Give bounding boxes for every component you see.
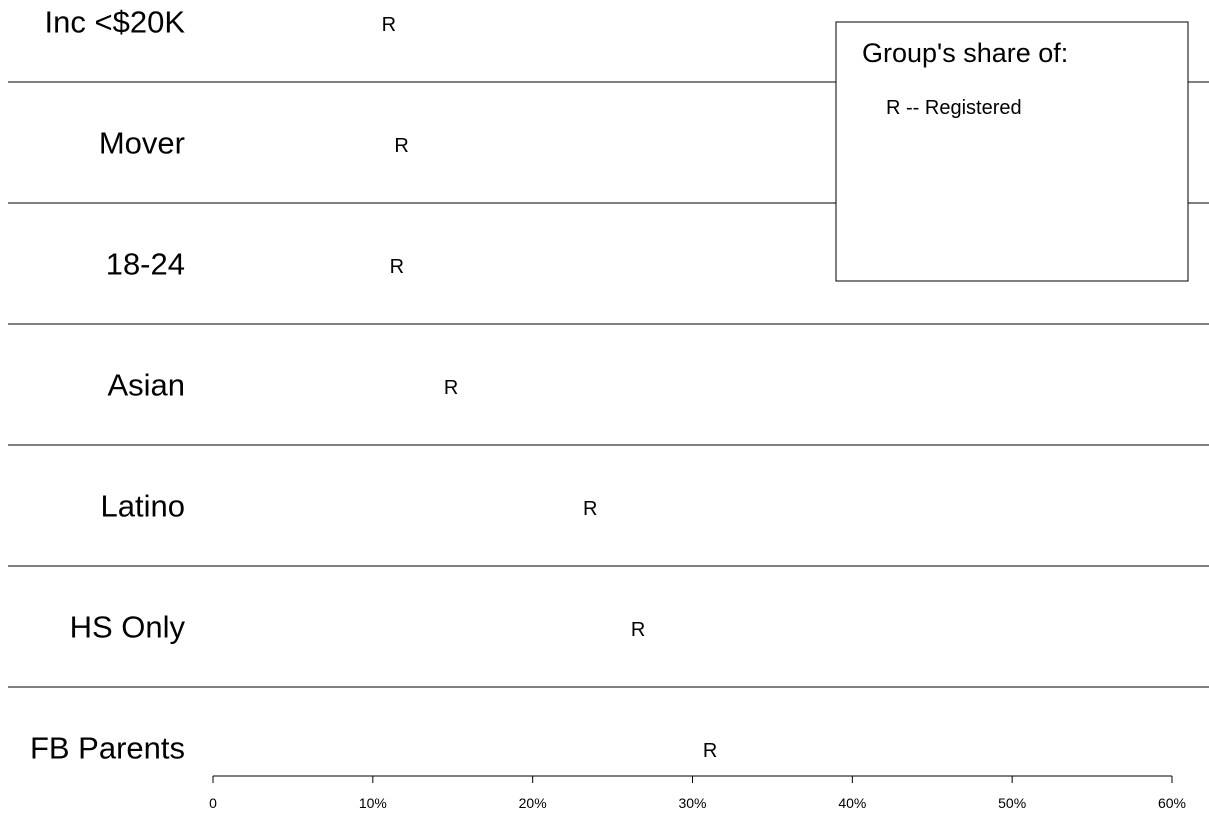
row-label: Asian <box>107 368 185 403</box>
data-point-registered: R <box>583 498 597 520</box>
data-point-registered: R <box>631 619 645 641</box>
row-label: FB Parents <box>30 731 185 766</box>
row-label: Mover <box>99 126 185 161</box>
x-tick-label: 0 <box>209 795 217 811</box>
row-label: HS Only <box>70 610 186 645</box>
x-axis: 0 10% 20% 30% 40% 50% 60% <box>209 775 1186 811</box>
x-tick-label: 50% <box>998 795 1026 811</box>
data-point-registered: R <box>390 256 404 278</box>
data-point-registered: R <box>444 377 458 399</box>
legend: Group's share of: R -- Registered <box>835 21 1189 282</box>
x-tick-label: 10% <box>359 795 387 811</box>
x-tick-label: 20% <box>519 795 547 811</box>
row-label: Inc <$20K <box>45 5 186 40</box>
data-point-registered: R <box>382 14 396 36</box>
row-labels: Inc <$20K Mover 18-24 Asian Latino HS Only FB … <box>30 5 186 766</box>
legend-box <box>835 21 1189 282</box>
x-tick-label: 60% <box>1158 795 1186 811</box>
x-tick-label: 40% <box>838 795 866 811</box>
legend-item-registered: R -- Registered <box>886 97 1022 119</box>
data-point-registered: R <box>703 740 717 762</box>
legend-title: Group's share of: <box>862 38 1068 68</box>
row-label: Latino <box>101 489 185 524</box>
data-point-registered: R <box>394 135 408 157</box>
data-marks: R R R R R R R <box>382 14 718 762</box>
x-tick-label: 30% <box>678 795 706 811</box>
row-label: 18-24 <box>106 247 185 282</box>
